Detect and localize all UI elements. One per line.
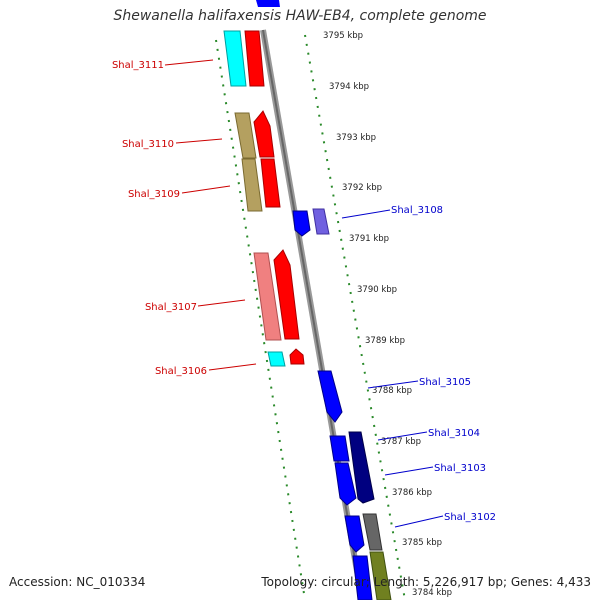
- gene-label-left[interactable]: Shal_3109: [128, 189, 180, 200]
- feature-shal-3102-group[interactable]: [344, 513, 383, 553]
- tick-label: 3789 kbp: [365, 336, 405, 346]
- gene-label-right[interactable]: Shal_3104: [428, 428, 480, 439]
- tick-label: 3793 kbp: [336, 133, 376, 143]
- right-ruler: [304, 34, 406, 600]
- feature-top-blue[interactable]: [256, 0, 280, 7]
- tick-label: 3788 kbp: [372, 386, 412, 396]
- feature-shal-3103[interactable]: [334, 462, 357, 506]
- feature-shal-3110[interactable]: [234, 110, 275, 159]
- feature-shal-3107[interactable]: [253, 249, 300, 341]
- tick-labels: 3795 kbp 3794 kbp 3793 kbp 3792 kbp 3791…: [323, 31, 452, 598]
- tick-label: 3786 kbp: [392, 488, 432, 498]
- tick-label: 3784 kbp: [412, 588, 452, 598]
- tick-label: 3795 kbp: [323, 31, 363, 41]
- feature-shal-3111[interactable]: [223, 30, 265, 87]
- feature-shal-3105[interactable]: [317, 370, 343, 423]
- gene-label-right[interactable]: Shal_3103: [434, 463, 486, 474]
- feature-shal-3104-group[interactable]: [329, 431, 375, 504]
- tick-label: 3790 kbp: [357, 285, 397, 295]
- tick-label: 3787 kbp: [381, 437, 421, 447]
- feature-shal-3108[interactable]: [292, 208, 330, 237]
- feature-shal-3106[interactable]: [267, 348, 305, 367]
- left-gene-labels: Shal_3111 Shal_3110 Shal_3109 Shal_3107 …: [112, 59, 257, 377]
- feature-bottom[interactable]: [352, 551, 392, 600]
- gene-label-right[interactable]: Shal_3105: [419, 377, 471, 388]
- tick-label: 3794 kbp: [329, 82, 369, 92]
- topology-summary-text: Topology: circular; Length: 5,226,917 bp…: [261, 575, 591, 589]
- tick-label: 3792 kbp: [342, 183, 382, 193]
- gene-label-right[interactable]: Shal_3108: [391, 205, 443, 216]
- right-gene-labels: Shal_3108 Shal_3105 Shal_3104 Shal_3103 …: [341, 205, 496, 528]
- gene-label-left[interactable]: Shal_3106: [155, 366, 207, 377]
- feature-shal-3109[interactable]: [241, 158, 281, 212]
- gene-label-right[interactable]: Shal_3102: [444, 512, 496, 523]
- tick-label: 3791 kbp: [349, 234, 389, 244]
- tick-label: 3785 kbp: [402, 538, 442, 548]
- genome-title: Shewanella halifaxensis HAW-EB4, complet…: [113, 8, 487, 24]
- gene-label-left[interactable]: Shal_3110: [122, 139, 174, 150]
- gene-label-left[interactable]: Shal_3107: [145, 302, 197, 313]
- accession-text: Accession: NC_010334: [9, 575, 146, 589]
- gene-label-left[interactable]: Shal_3111: [112, 60, 164, 71]
